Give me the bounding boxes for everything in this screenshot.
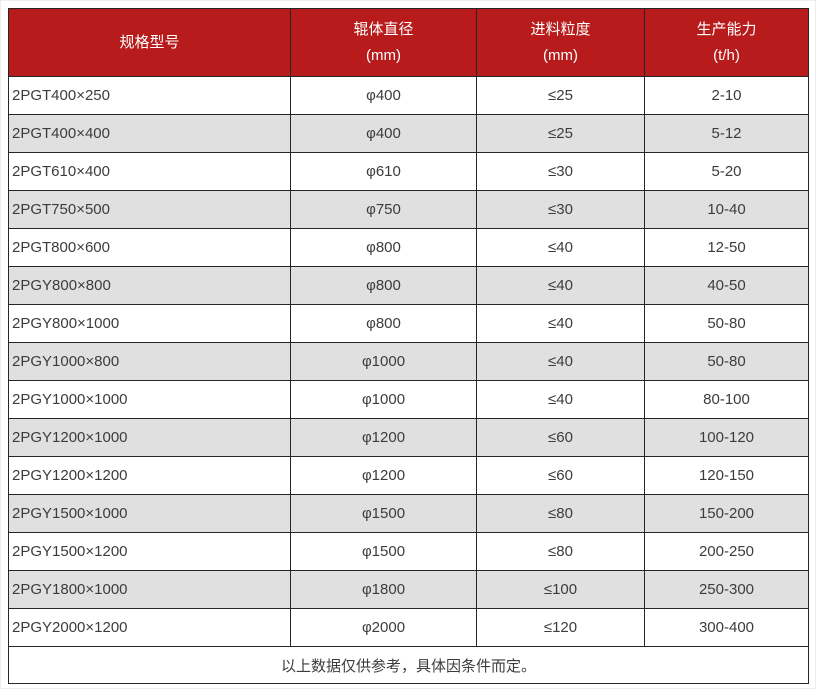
table-row: 2PGY1500×1000 φ1500 ≤80 150-200	[8, 494, 809, 533]
value-cell: φ1000	[290, 380, 477, 419]
value-cell: φ400	[290, 114, 477, 153]
table-row: 2PGY1800×1000 φ1800 ≤100 250-300	[8, 570, 809, 609]
col-header-feed-size-unit: (mm)	[543, 46, 578, 64]
value-cell: ≤25	[476, 114, 645, 153]
col-header-roller-diameter-label: 辊体直径	[353, 20, 414, 38]
col-header-roller-diameter: 辊体直径 (mm)	[290, 8, 477, 77]
table-row: 2PGY1000×800 φ1000 ≤40 50-80	[8, 342, 809, 381]
model-cell: 2PGT610×400	[8, 152, 291, 191]
table-row: 2PGY1500×1200 φ1500 ≤80 200-250	[8, 532, 809, 571]
value-cell: 120-150	[644, 456, 809, 495]
value-cell: 50-80	[644, 342, 809, 381]
value-cell: φ400	[290, 76, 477, 115]
table-row: 2PGY800×800 φ800 ≤40 40-50	[8, 266, 809, 305]
value-cell: ≤120	[476, 608, 645, 647]
value-cell: 12-50	[644, 228, 809, 267]
value-cell: φ1500	[290, 532, 477, 571]
value-cell: φ1200	[290, 418, 477, 457]
model-cell: 2PGY1200×1200	[8, 456, 291, 495]
table-row: 2PGY1200×1000 φ1200 ≤60 100-120	[8, 418, 809, 457]
value-cell: ≤40	[476, 380, 645, 419]
value-cell: φ610	[290, 152, 477, 191]
table-row: 2PGY1200×1200 φ1200 ≤60 120-150	[8, 456, 809, 495]
value-cell: φ1800	[290, 570, 477, 609]
col-header-feed-size-label: 进料粒度	[530, 20, 591, 38]
table-row: 2PGY1000×1000 φ1000 ≤40 80-100	[8, 380, 809, 419]
col-header-capacity: 生产能力 (t/h)	[644, 8, 809, 77]
col-header-capacity-unit: (t/h)	[713, 46, 740, 64]
value-cell: ≤60	[476, 418, 645, 457]
footer-row: 以上数据仅供参考，具体因条件而定。	[8, 646, 809, 684]
value-cell: ≤40	[476, 304, 645, 343]
col-header-model: 规格型号	[8, 8, 291, 77]
value-cell: ≤40	[476, 228, 645, 267]
value-cell: 10-40	[644, 190, 809, 229]
model-cell: 2PGY800×1000	[8, 304, 291, 343]
value-cell: 5-20	[644, 152, 809, 191]
value-cell: 40-50	[644, 266, 809, 305]
value-cell: φ800	[290, 304, 477, 343]
model-cell: 2PGT400×400	[8, 114, 291, 153]
footer-note: 以上数据仅供参考，具体因条件而定。	[8, 646, 809, 684]
value-cell: 250-300	[644, 570, 809, 609]
value-cell: ≤40	[476, 266, 645, 305]
value-cell: ≤80	[476, 494, 645, 533]
table-row: 2PGY800×1000 φ800 ≤40 50-80	[8, 304, 809, 343]
model-cell: 2PGT800×600	[8, 228, 291, 267]
model-cell: 2PGY1500×1200	[8, 532, 291, 571]
spec-table-body: 2PGT400×250 φ400 ≤25 2-10 2PGT400×400 φ400 ≤25…	[8, 76, 809, 647]
value-cell: φ1000	[290, 342, 477, 381]
value-cell: φ750	[290, 190, 477, 229]
col-header-capacity-label: 生产能力	[696, 20, 757, 38]
value-cell: ≤60	[476, 456, 645, 495]
value-cell: ≤100	[476, 570, 645, 609]
value-cell: ≤30	[476, 190, 645, 229]
model-cell: 2PGY1000×800	[8, 342, 291, 381]
table-row: 2PGT400×400 φ400 ≤25 5-12	[8, 114, 809, 153]
model-cell: 2PGY1000×1000	[8, 380, 291, 419]
value-cell: 300-400	[644, 608, 809, 647]
model-cell: 2PGT750×500	[8, 190, 291, 229]
value-cell: 100-120	[644, 418, 809, 457]
table-row: 2PGY2000×1200 φ2000 ≤120 300-400	[8, 608, 809, 647]
col-header-model-label: 规格型号	[119, 33, 180, 51]
value-cell: φ800	[290, 266, 477, 305]
value-cell: φ1200	[290, 456, 477, 495]
value-cell: 5-12	[644, 114, 809, 153]
value-cell: ≤25	[476, 76, 645, 115]
value-cell: 50-80	[644, 304, 809, 343]
value-cell: 150-200	[644, 494, 809, 533]
spec-table: 规格型号 辊体直径 (mm) 进料粒度 (mm) 生产能力 (t/h) 2PGT…	[8, 8, 809, 684]
table-row: 2PGT610×400 φ610 ≤30 5-20	[8, 152, 809, 191]
model-cell: 2PGY1200×1000	[8, 418, 291, 457]
value-cell: ≤40	[476, 342, 645, 381]
table-row: 2PGT750×500 φ750 ≤30 10-40	[8, 190, 809, 229]
value-cell: 2-10	[644, 76, 809, 115]
model-cell: 2PGY2000×1200	[8, 608, 291, 647]
value-cell: 80-100	[644, 380, 809, 419]
value-cell: 200-250	[644, 532, 809, 571]
model-cell: 2PGY1500×1000	[8, 494, 291, 533]
model-cell: 2PGT400×250	[8, 76, 291, 115]
value-cell: φ2000	[290, 608, 477, 647]
table-row: 2PGT800×600 φ800 ≤40 12-50	[8, 228, 809, 267]
model-cell: 2PGY800×800	[8, 266, 291, 305]
col-header-feed-size: 进料粒度 (mm)	[476, 8, 645, 77]
value-cell: ≤30	[476, 152, 645, 191]
value-cell: ≤80	[476, 532, 645, 571]
col-header-roller-diameter-unit: (mm)	[366, 46, 401, 64]
header-row: 规格型号 辊体直径 (mm) 进料粒度 (mm) 生产能力 (t/h)	[8, 8, 809, 77]
model-cell: 2PGY1800×1000	[8, 570, 291, 609]
table-row: 2PGT400×250 φ400 ≤25 2-10	[8, 76, 809, 115]
value-cell: φ1500	[290, 494, 477, 533]
value-cell: φ800	[290, 228, 477, 267]
